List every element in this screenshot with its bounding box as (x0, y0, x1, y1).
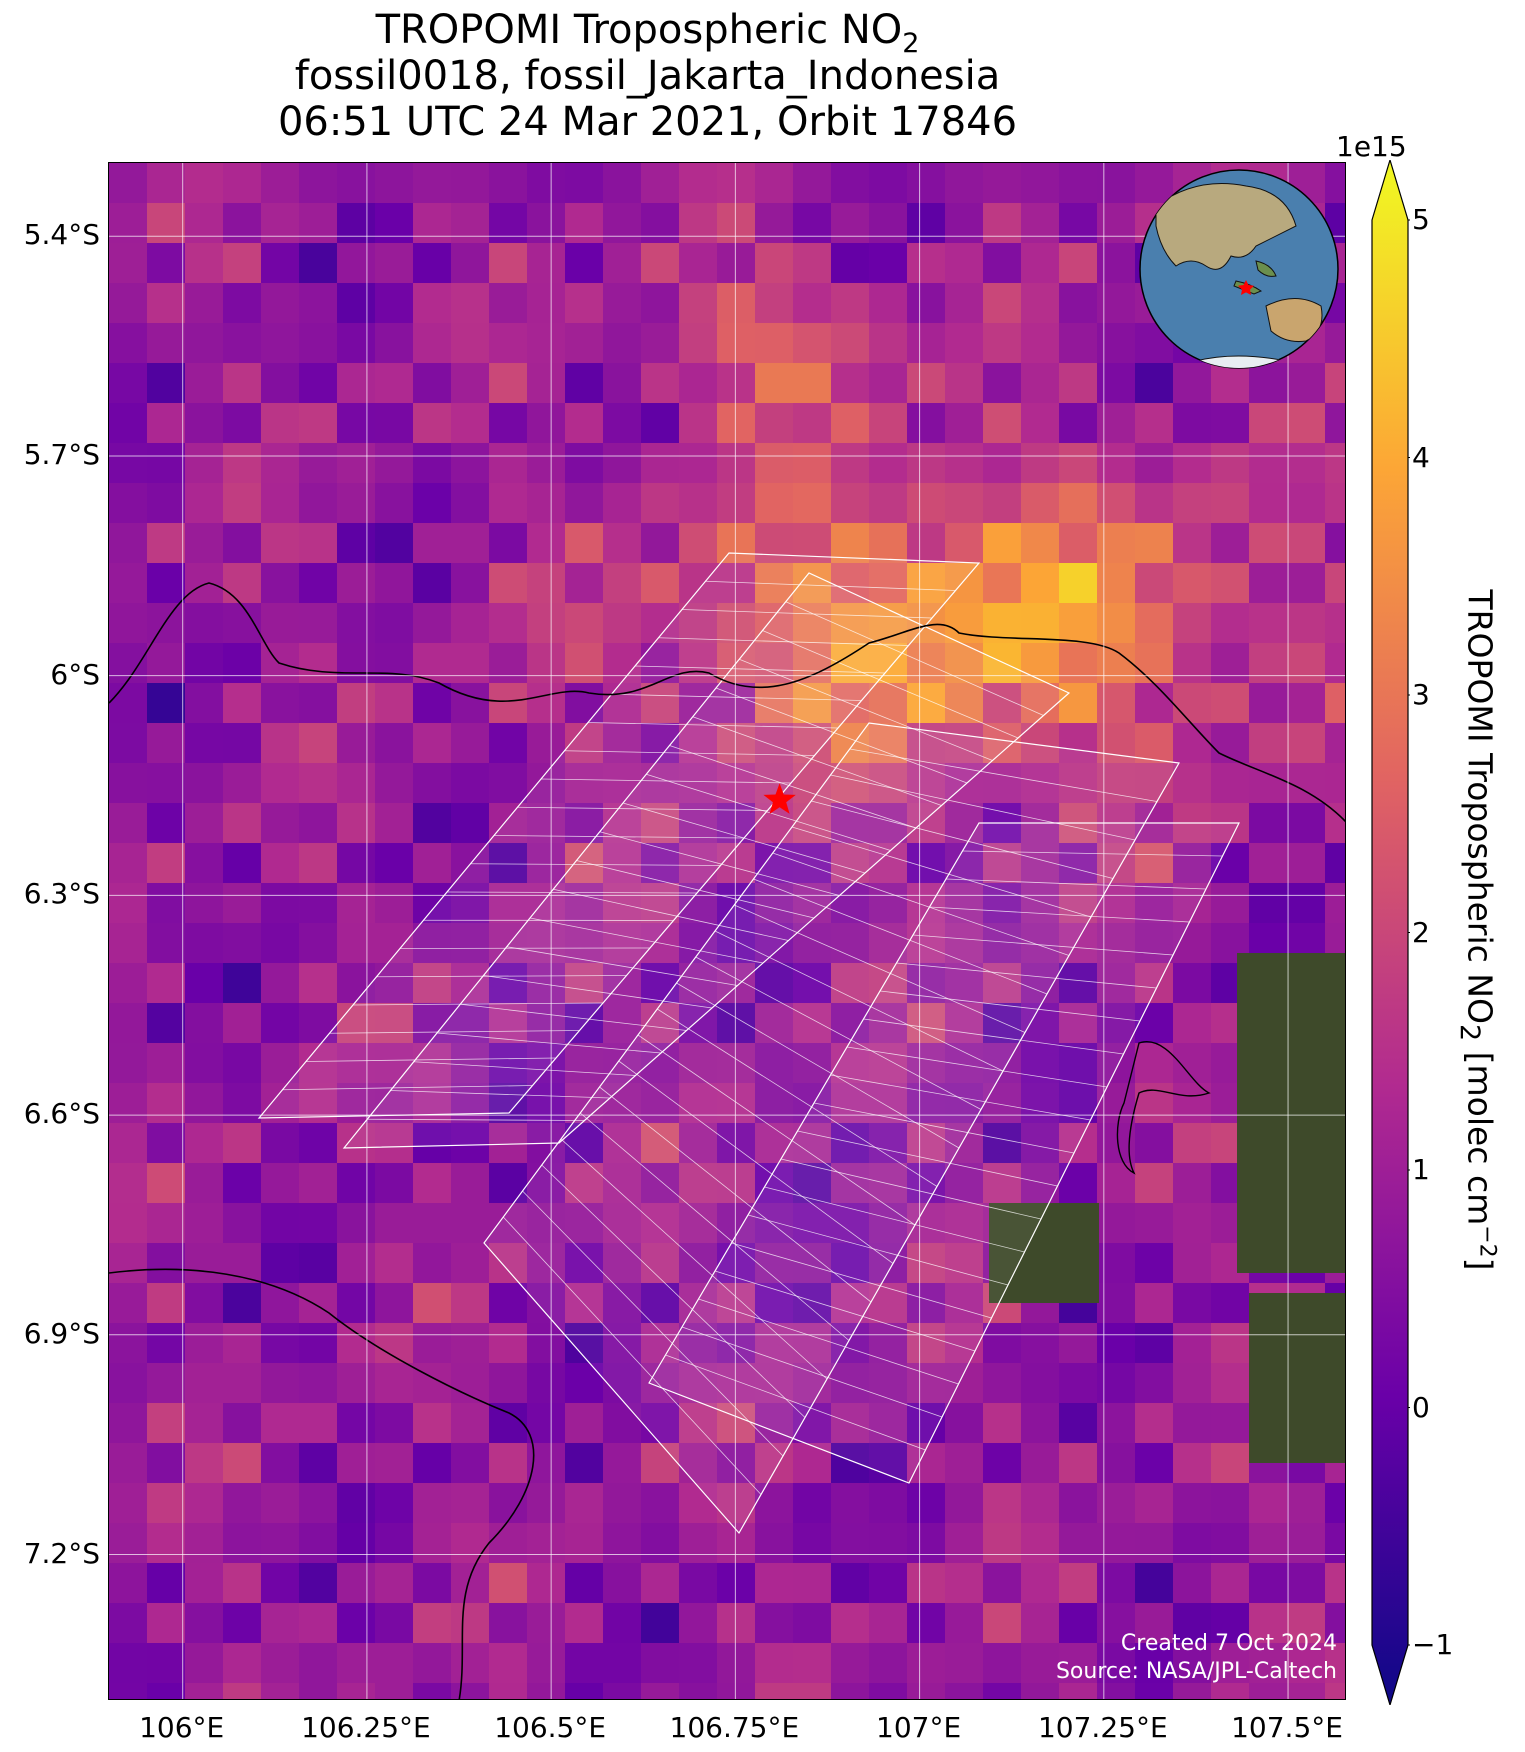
credits-source: Source: NASA/JPL-Caltech (1055, 1659, 1337, 1684)
no2-map-canvas (109, 163, 1345, 1699)
land-imagery-patch (1249, 1293, 1345, 1463)
map-title-line-2: fossil0018, fossil_Jakarta_Indonesia (294, 53, 1001, 99)
lat-tick-label: 6.9°S (23, 1316, 100, 1350)
lat-tick-label: 6.6°S (23, 1097, 100, 1131)
colorbar-body (1371, 160, 1409, 1705)
colorbar-tick-label: 0 (1412, 1390, 1430, 1424)
colorbar-tick-label: 2 (1412, 915, 1430, 949)
lon-tick-label: 107.25°E (1037, 1711, 1168, 1744)
colorbar (1371, 160, 1410, 1705)
coastline-north (109, 582, 1345, 823)
coastline-south (109, 1268, 535, 1699)
map-title-line-1: TROPOMI Tropospheric NO2 (375, 7, 920, 59)
colorbar-tick-label: 3 (1412, 678, 1430, 711)
globe-target-marker (1238, 280, 1254, 295)
sample-swath-outlines (257, 552, 1240, 1535)
colorbar-tick-label: −1 (1412, 1628, 1454, 1661)
lon-tick-label: 106.75°E (669, 1711, 800, 1744)
colorbar-tick-label: 5 (1412, 203, 1430, 236)
lon-tick-label: 106.5°E (494, 1711, 607, 1744)
lat-tick-label: 5.4°S (23, 218, 100, 252)
no2-map (108, 162, 1346, 1700)
land-imagery-patch (1237, 953, 1345, 1273)
lon-tick-label: 106.25°E (301, 1711, 431, 1744)
credits-created: Created 7 Oct 2024 (1120, 1631, 1337, 1656)
target-star-marker (763, 783, 796, 814)
lat-tick-label: 7.2°S (23, 1536, 100, 1570)
colorbar-tick-label: 4 (1412, 440, 1430, 474)
lat-tick-label: 5.7°S (23, 437, 100, 471)
colorbar-multiplier: 1e15 (1336, 130, 1407, 163)
credits: Created 7 Oct 2024 Source: NASA/JPL-Calt… (1056, 1630, 1337, 1686)
lon-tick-label: 107.5°E (1231, 1711, 1343, 1744)
reservoir-outline (1116, 1040, 1211, 1175)
map-title-line-3: 06:51 UTC 24 Mar 2021, Orbit 17846 (277, 99, 1018, 145)
colorbar-tick-label: 1 (1412, 1153, 1430, 1186)
lon-tick-label: 106°E (139, 1711, 225, 1744)
colorbar-label: TROPOMI Tropospheric NO2 [molec cm−2] (1453, 589, 1500, 1271)
lat-tick-label: 6.3°S (23, 877, 100, 911)
lat-tick-label: 6°S (50, 657, 100, 691)
lon-tick-label: 107°E (876, 1711, 962, 1744)
locator-globe (1139, 169, 1339, 369)
